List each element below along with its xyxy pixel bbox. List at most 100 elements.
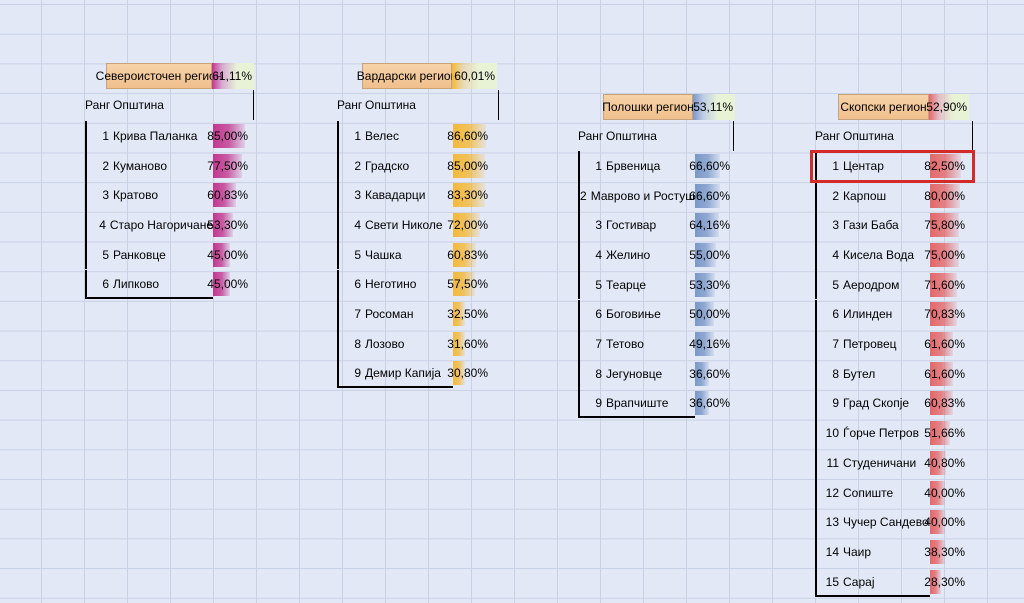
municipality-cell[interactable]: 9 Врапчиште — [578, 388, 695, 419]
municipality-cell[interactable]: 1 Центар — [815, 151, 930, 181]
table-row[interactable]: 11 Студеничани 40,80% — [815, 448, 968, 478]
municipality-cell[interactable]: 15 Сарај — [815, 566, 930, 597]
municipality-cell[interactable]: 14 Чаир — [815, 537, 930, 567]
table-row[interactable]: 5 Аеродром 71,60% — [815, 269, 968, 300]
municipality-cell[interactable]: 8 Бутел — [815, 358, 930, 389]
table-row[interactable]: 6 Боговиње 50,00% — [578, 299, 733, 330]
table-row[interactable]: 7 Петровец 61,60% — [815, 329, 968, 359]
table-row[interactable]: 2 Куманово 77,50% — [85, 150, 251, 181]
table-row[interactable]: 8 Лозово 31,60% — [337, 328, 491, 359]
percentage-cell[interactable]: 83,30% — [447, 183, 491, 208]
table-row[interactable]: 8 Бутел 61,60% — [815, 358, 968, 389]
municipality-cell[interactable]: 4 Свети Николе — [337, 210, 453, 240]
municipality-cell[interactable]: 1 Крива Паланка — [85, 121, 213, 151]
table-row[interactable]: 7 Росоман 32,50% — [337, 299, 491, 329]
table-row[interactable]: 12 Сопиште 40,00% — [815, 477, 968, 508]
region-title[interactable]: Вардарски регион — [357, 63, 457, 89]
table-row[interactable]: 4 Старо Нагоричане 53,30% — [85, 210, 251, 240]
percentage-cell[interactable]: 50,00% — [689, 302, 733, 327]
table-row[interactable]: 4 Кисела Вода 75,00% — [815, 240, 968, 270]
municipality-cell[interactable]: 8 Лозово — [337, 328, 453, 359]
percentage-cell[interactable]: 40,00% — [924, 510, 968, 535]
column-rank-header[interactable]: Ранг — [85, 98, 111, 112]
table-row[interactable]: 10 Ѓорче Петров 51,66% — [815, 418, 968, 448]
table-row[interactable]: 1 Крива Паланка 85,00% — [85, 121, 251, 151]
table-row[interactable]: 14 Чаир 38,30% — [815, 537, 968, 567]
percentage-cell[interactable]: 61,60% — [924, 361, 968, 386]
percentage-cell[interactable]: 70,83% — [924, 302, 968, 327]
municipality-cell[interactable]: 7 Росоман — [337, 299, 453, 329]
column-rank-header[interactable]: Ранг — [337, 98, 363, 112]
region-title[interactable]: Североисточен регион — [96, 63, 222, 89]
municipality-cell[interactable]: 6 Илинден — [815, 299, 930, 330]
column-name-header[interactable]: Општина — [365, 98, 416, 112]
municipality-cell[interactable]: 4 Кисела Вода — [815, 240, 930, 270]
municipality-cell[interactable]: 3 Гази Баба — [815, 210, 930, 241]
table-row[interactable]: 9 Врапчиште 36,60% — [578, 388, 733, 419]
table-row[interactable]: 7 Тетово 49,16% — [578, 329, 733, 359]
percentage-cell[interactable]: 75,00% — [924, 242, 968, 267]
table-row[interactable]: 1 Центар 82,50% — [815, 151, 968, 181]
municipality-cell[interactable]: 6 Неготино — [337, 269, 453, 300]
percentage-cell[interactable]: 53,30% — [207, 212, 251, 237]
table-row[interactable]: 5 Ранковце 45,00% — [85, 239, 251, 270]
table-row[interactable]: 4 Желино 55,00% — [578, 240, 733, 270]
column-rank-header[interactable]: Ранг — [815, 129, 841, 143]
table-row[interactable]: 2 Маврово и Ростуше 66,60% — [578, 180, 733, 211]
municipality-cell[interactable]: 5 Чашка — [337, 239, 453, 270]
municipality-cell[interactable]: 3 Кавадарци — [337, 180, 453, 211]
percentage-cell[interactable]: 31,60% — [447, 331, 491, 356]
municipality-cell[interactable]: 4 Желино — [578, 240, 695, 270]
municipality-cell[interactable]: 11 Студеничани — [815, 448, 930, 478]
municipality-cell[interactable]: 7 Петровец — [815, 329, 930, 359]
percentage-cell[interactable]: 66,60% — [689, 153, 733, 178]
percentage-cell[interactable]: 82,50% — [924, 153, 968, 178]
municipality-cell[interactable]: 2 Маврово и Ростуше — [578, 180, 702, 211]
column-rank-header[interactable]: Ранг — [578, 129, 604, 143]
municipality-cell[interactable]: 3 Гостивар — [578, 210, 695, 241]
percentage-cell[interactable]: 57,50% — [447, 272, 491, 297]
percentage-cell[interactable]: 66,60% — [689, 183, 733, 208]
table-row[interactable]: 1 Велес 86,60% — [337, 121, 491, 151]
percentage-cell[interactable]: 36,60% — [689, 361, 733, 386]
table-row[interactable]: 1 Брвеница 66,60% — [578, 151, 733, 181]
table-row[interactable]: 2 Карпош 80,00% — [815, 180, 968, 211]
municipality-cell[interactable]: 8 Јегуновце — [578, 358, 695, 389]
percentage-cell[interactable]: 80,00% — [924, 183, 968, 208]
municipality-cell[interactable]: 6 Липково — [85, 269, 213, 300]
table-row[interactable]: 15 Сарај 28,30% — [815, 566, 968, 597]
municipality-cell[interactable]: 9 Демир Капија — [337, 358, 453, 389]
table-row[interactable]: 6 Неготино 57,50% — [337, 269, 491, 300]
municipality-cell[interactable]: 13 Чучер Сандево — [815, 507, 930, 538]
percentage-cell[interactable]: 40,00% — [924, 480, 968, 505]
region-title[interactable]: Скопски регион — [838, 94, 929, 120]
table-row[interactable]: 6 Илинден 70,83% — [815, 299, 968, 330]
percentage-cell[interactable]: 85,00% — [447, 153, 491, 178]
table-row[interactable]: 6 Липково 45,00% — [85, 269, 251, 300]
municipality-cell[interactable]: 9 Град Скопје — [815, 388, 930, 419]
percentage-cell[interactable]: 71,60% — [924, 272, 968, 297]
municipality-cell[interactable]: 5 Теарце — [578, 269, 695, 300]
table-row[interactable]: 9 Град Скопје 60,83% — [815, 388, 968, 419]
region-percentage[interactable]: 52,90% — [926, 94, 969, 120]
municipality-cell[interactable]: 4 Старо Нагоричане — [85, 210, 213, 240]
percentage-cell[interactable]: 55,00% — [689, 242, 733, 267]
municipality-cell[interactable]: 1 Брвеница — [578, 151, 695, 181]
table-row[interactable]: 9 Демир Капија 30,80% — [337, 358, 491, 389]
municipality-cell[interactable]: 6 Боговиње — [578, 299, 695, 330]
percentage-cell[interactable]: 36,60% — [689, 391, 733, 416]
table-row[interactable]: 13 Чучер Сандево 40,00% — [815, 507, 968, 538]
percentage-cell[interactable]: 61,60% — [924, 332, 968, 357]
table-row[interactable]: 5 Чашка 60,83% — [337, 239, 491, 270]
municipality-cell[interactable]: 12 Сопиште — [815, 477, 930, 508]
table-row[interactable]: 3 Гази Баба 75,80% — [815, 210, 968, 241]
percentage-cell[interactable]: 60,83% — [447, 242, 491, 267]
table-row[interactable]: 3 Гостивар 64,16% — [578, 210, 733, 241]
percentage-cell[interactable]: 75,80% — [924, 213, 968, 238]
percentage-cell[interactable]: 64,16% — [689, 213, 733, 238]
percentage-cell[interactable]: 49,16% — [689, 332, 733, 357]
municipality-cell[interactable]: 2 Карпош — [815, 180, 930, 211]
percentage-cell[interactable]: 30,80% — [447, 361, 491, 386]
percentage-cell[interactable]: 72,00% — [447, 212, 491, 237]
table-row[interactable]: 2 Градско 85,00% — [337, 150, 491, 181]
